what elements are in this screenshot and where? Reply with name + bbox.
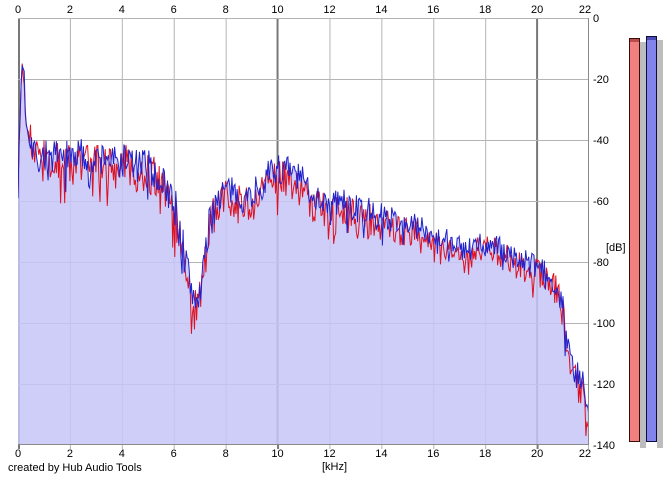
- x-axis-bottom-tick-label: 0: [14, 448, 22, 460]
- x-axis-bottom-tick-label: 4: [118, 448, 125, 460]
- x-axis-top-tick-label: 6: [170, 4, 177, 16]
- x-axis-top-tick-label: 14: [375, 4, 388, 16]
- spectrum-plot-svg: [17, 18, 590, 449]
- y-axis-tick-label: -60: [593, 196, 609, 208]
- x-axis-top-tick-label: 22: [578, 4, 592, 16]
- y-axis-tick-label: -140: [593, 440, 616, 452]
- right-meter-shadow: [657, 40, 663, 448]
- x-axis-top-tick-label: 18: [479, 4, 492, 16]
- x-axis-bottom-tick-label: 10: [271, 448, 284, 460]
- blue-area-fill: [18, 65, 589, 446]
- y-axis-tick-label: -40: [593, 135, 609, 147]
- y-axis-tick-label: 0: [593, 13, 600, 25]
- x-axis-top-tick-label: 2: [66, 4, 73, 16]
- x-axis-bottom-tick-label: 6: [170, 448, 177, 460]
- x-axis-bottom-tick-label: 18: [479, 448, 492, 460]
- x-axis-bottom-tick-label: 14: [375, 448, 388, 460]
- right-level-meter: [646, 36, 657, 442]
- x-axis-top-tick-label: 0: [14, 4, 22, 16]
- x-axis-bottom-tick-label: 22: [578, 448, 592, 460]
- y-axis-tick-label: -120: [593, 379, 616, 391]
- x-axis-bottom-tick-label: 20: [530, 448, 544, 460]
- right-meter-peak-cap: [647, 37, 656, 40]
- x-axis-bottom-tick-label: 8: [222, 448, 229, 460]
- x-axis-top-tick-label: 4: [118, 4, 125, 16]
- x-axis-bottom-tick-label: 2: [66, 448, 73, 460]
- x-axis-unit-label: [kHz]: [322, 461, 348, 473]
- x-axis-top-tick-label: 8: [222, 4, 229, 16]
- y-axis-tick-label: -20: [593, 74, 609, 86]
- x-axis-top-tick-label: 12: [323, 4, 336, 16]
- x-axis-bottom-tick-label: 12: [323, 448, 336, 460]
- x-axis-top-tick-label: 20: [530, 4, 544, 16]
- y-axis-tick-label: -80: [593, 257, 609, 269]
- y-axis-unit-label: [dB]: [606, 242, 626, 254]
- left-meter-shadow: [640, 42, 646, 448]
- x-axis-top-tick-label: 10: [271, 4, 284, 16]
- y-axis-tick-label: -100: [593, 318, 616, 330]
- credit-text: created by Hub Audio Tools: [8, 462, 142, 474]
- x-axis-bottom-tick-label: 16: [427, 448, 440, 460]
- x-axis-top-tick-label: 16: [427, 4, 440, 16]
- left-level-meter: [629, 38, 640, 442]
- spectrum-chart: [17, 18, 590, 451]
- left-meter-peak-cap: [630, 39, 639, 42]
